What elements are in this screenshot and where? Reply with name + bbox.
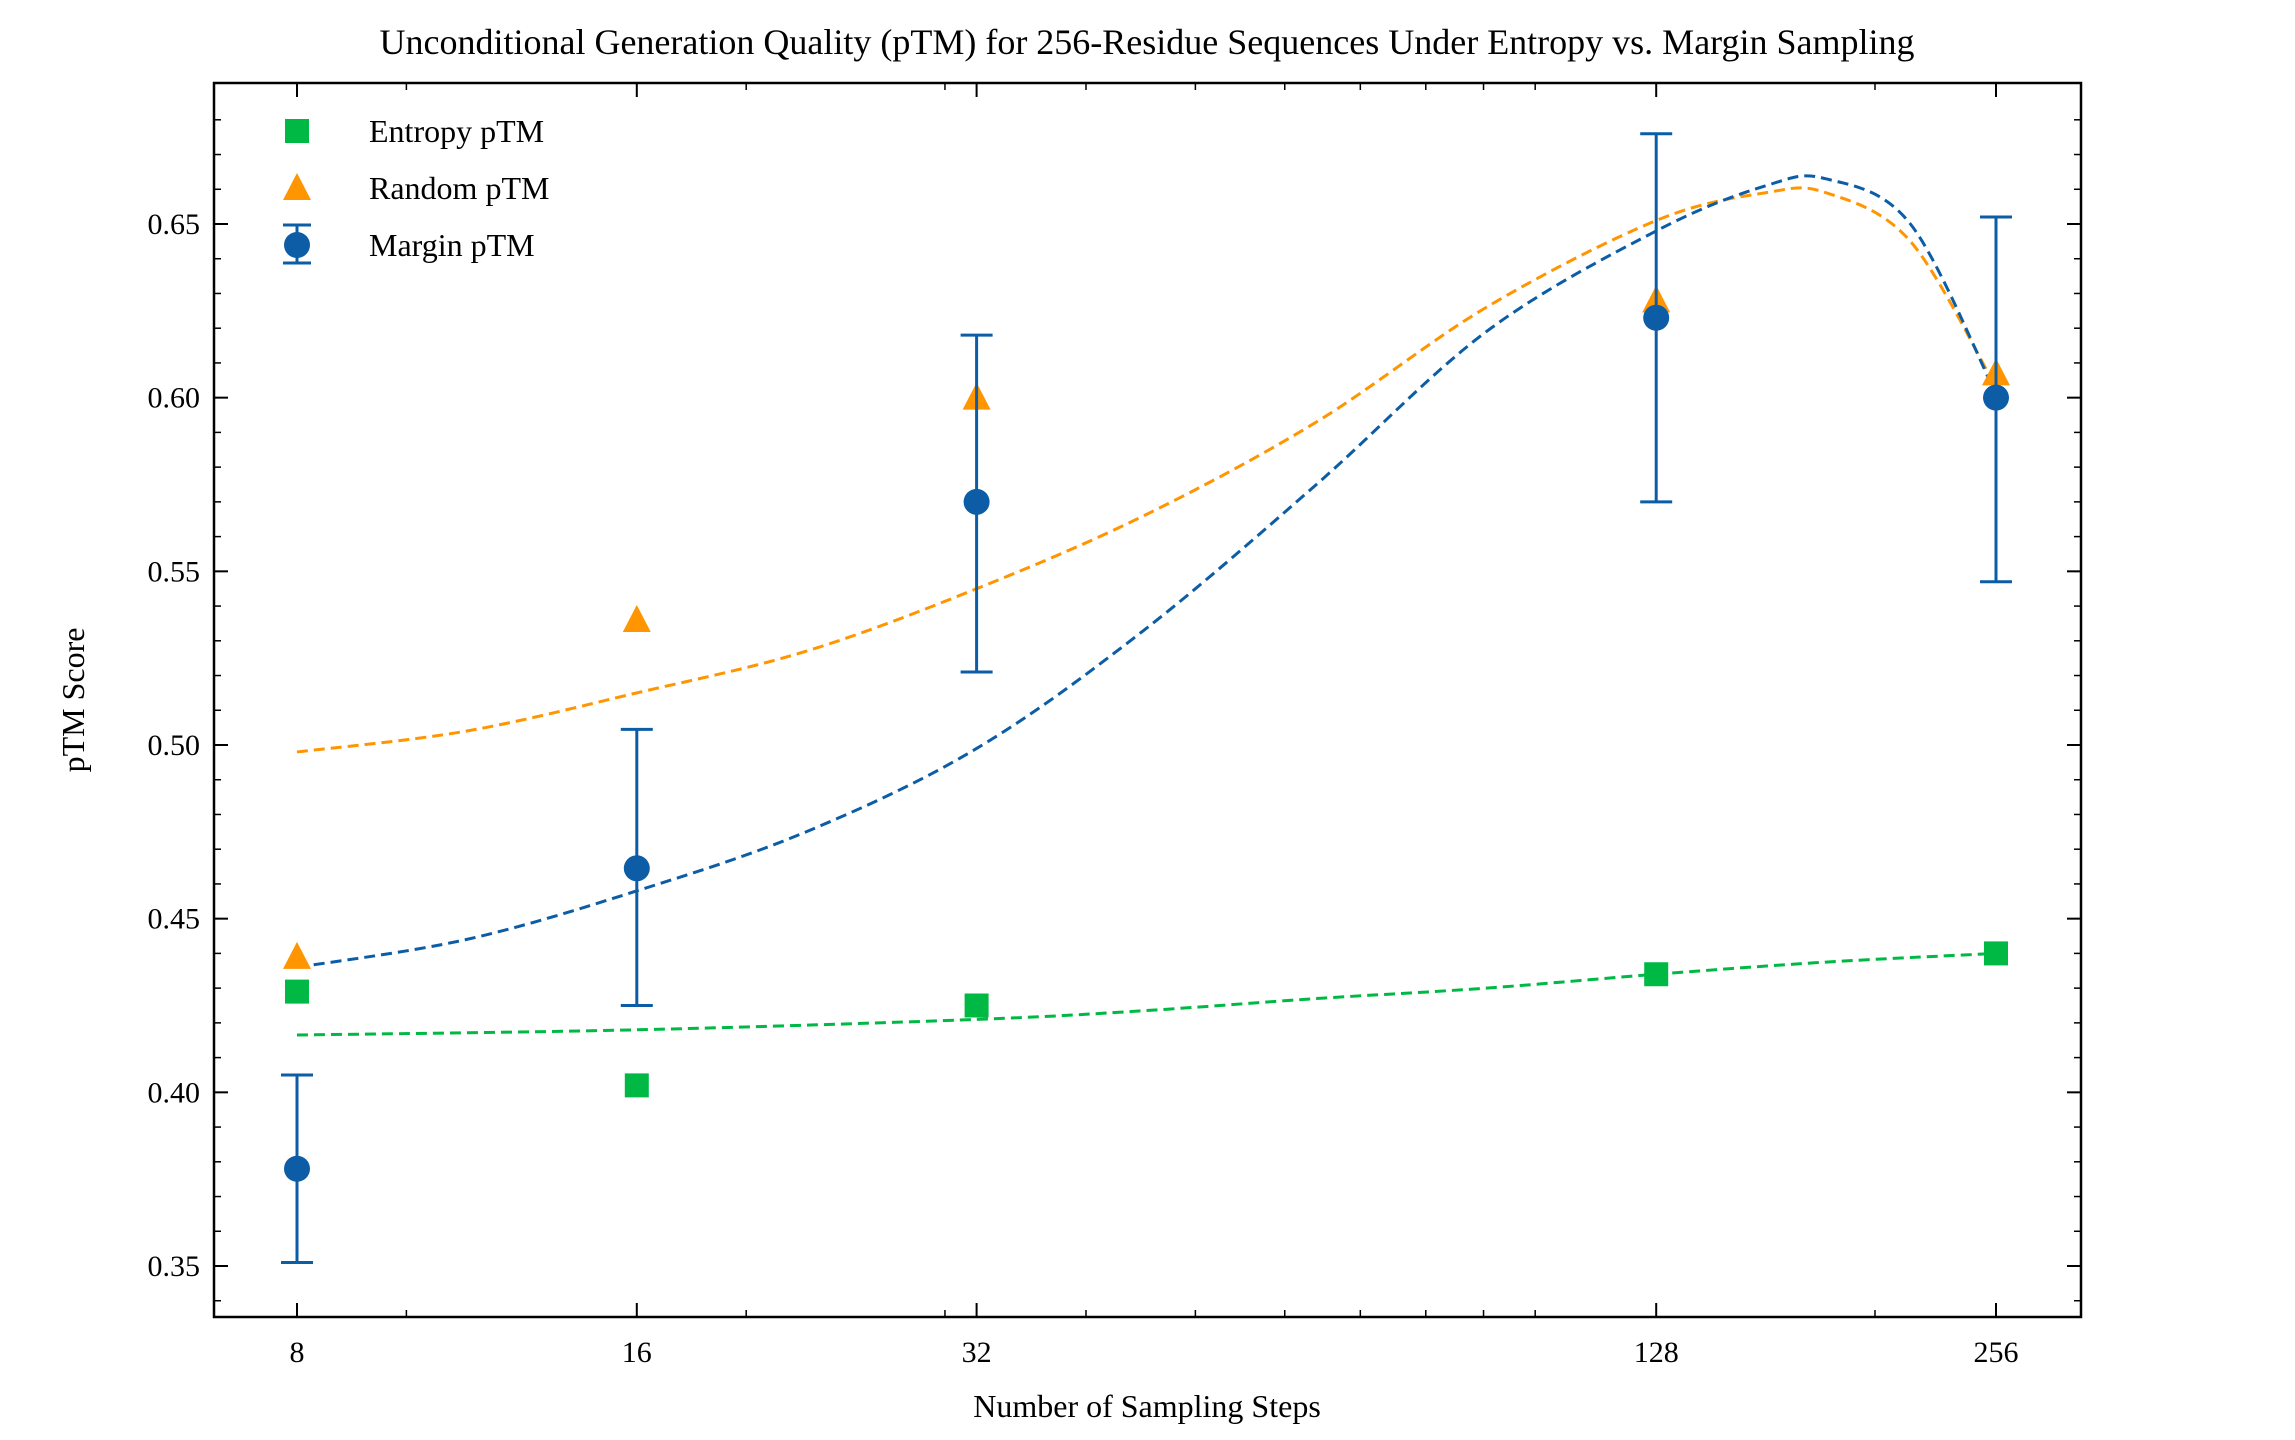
fit-curve-margin	[296, 174, 1998, 969]
point-margin	[284, 1155, 310, 1182]
point-entropy	[1984, 941, 2008, 966]
y-tick-label: 0.50	[148, 729, 201, 762]
y-tick-label: 0.45	[148, 903, 201, 936]
legend-label: Random pTM	[369, 170, 549, 206]
x-tick-label: 32	[962, 1336, 992, 1369]
chart-title: Unconditional Generation Quality (pTM) f…	[379, 22, 1914, 62]
legend-marker-random	[283, 173, 311, 200]
point-margin	[1983, 384, 2009, 411]
y-tick-label: 0.60	[148, 382, 201, 415]
point-entropy	[285, 979, 309, 1004]
y-tick-label: 0.65	[148, 208, 201, 241]
data-marks	[281, 132, 2012, 1265]
point-margin	[623, 855, 650, 882]
point-margin	[963, 488, 990, 515]
legend-marker-entropy	[285, 119, 309, 143]
y-tick-label: 0.55	[148, 555, 201, 588]
y-axis-label: pTM Score	[55, 628, 91, 773]
point-random	[283, 941, 311, 969]
y-tick-label: 0.35	[148, 1250, 201, 1283]
point-entropy	[964, 993, 989, 1018]
legend-marker-margin	[284, 232, 310, 258]
plot-frame	[212, 81, 2083, 1319]
x-tick-label: 256	[1974, 1336, 2019, 1369]
legend-label: Margin pTM	[369, 227, 535, 263]
point-margin	[1643, 304, 1670, 331]
x-axis-label: Number of Sampling Steps	[973, 1388, 1321, 1424]
axis-ticks: 8 16 32 128 256 0.35 0.40 0.45 0.50 0.55 0.60 0.65	[148, 83, 2081, 1369]
x-tick-label: 128	[1634, 1336, 1679, 1369]
legend: Entropy pTM Random pTM Margin pTM	[283, 113, 549, 265]
fit-curves	[296, 174, 1998, 1037]
fit-curve-entropy	[296, 951, 1997, 1037]
point-entropy	[1644, 962, 1669, 987]
point-entropy	[624, 1073, 649, 1098]
y-tick-label: 0.40	[148, 1076, 201, 1109]
x-tick-label: 8	[290, 1336, 305, 1369]
legend-label: Entropy pTM	[369, 113, 544, 149]
x-tick-label: 16	[622, 1336, 652, 1369]
fit-curve-random	[296, 186, 1998, 754]
point-random	[622, 604, 651, 632]
